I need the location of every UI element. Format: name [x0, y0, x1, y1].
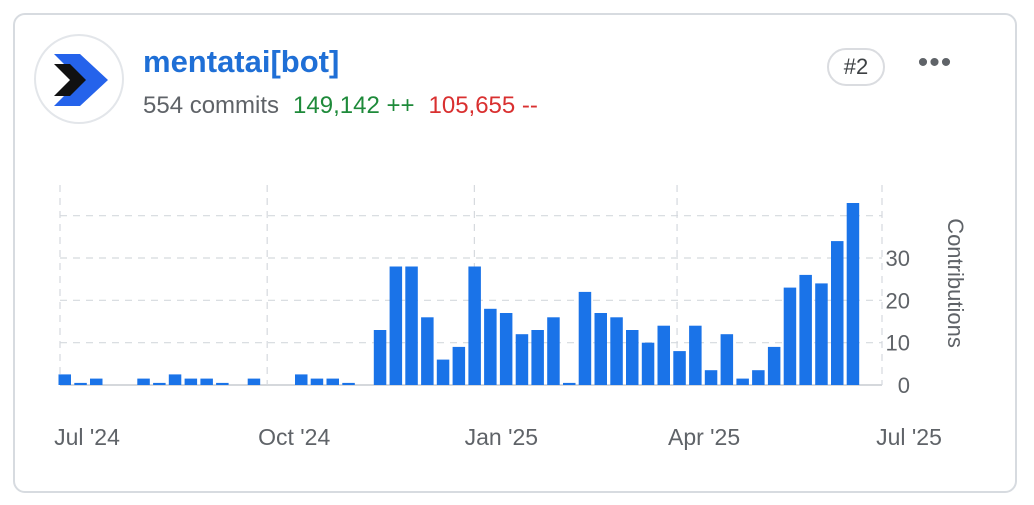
bar-2024-10-20[interactable]: [310, 378, 324, 385]
bar-2024-10-13[interactable]: [295, 374, 308, 385]
bar-2025-05-18[interactable]: [783, 287, 797, 385]
bar-2024-12-08[interactable]: [421, 317, 434, 385]
bar-2025-01-05[interactable]: [484, 308, 497, 385]
x-axis-ticks: Jul '24 Oct '24 Jan '25 Apr '25 Jul '25: [54, 424, 942, 450]
bar-2024-07-07[interactable]: [74, 382, 87, 385]
bar-2025-03-16[interactable]: [641, 342, 655, 385]
bar-2024-08-25[interactable]: [184, 378, 198, 385]
bar-2024-09-08[interactable]: [216, 382, 229, 385]
bar-2024-07-14[interactable]: [90, 378, 103, 385]
mentat-chevron-logo-icon: [54, 54, 108, 106]
bar-2025-04-27[interactable]: [736, 378, 749, 385]
bar-2025-04-06[interactable]: [689, 325, 702, 385]
bar-2024-12-29[interactable]: [468, 266, 481, 386]
bar-2024-06-30[interactable]: [58, 374, 72, 385]
bar-2025-03-02[interactable]: [610, 317, 623, 385]
bar-2024-10-27[interactable]: [326, 378, 340, 385]
bar-2024-09-22[interactable]: [247, 378, 261, 385]
bar-2025-02-02[interactable]: [547, 317, 560, 385]
commit-count[interactable]: 554 commits: [143, 92, 280, 119]
bar-2025-01-26[interactable]: [531, 330, 544, 385]
contributor-stats: 554 commits 149,142 ++ 105,655 --: [143, 92, 538, 120]
bar-2025-06-01[interactable]: [815, 283, 828, 385]
y-tick-label: 20: [886, 288, 910, 313]
x-tick-label: Jan '25: [465, 424, 538, 450]
bar-2025-03-09[interactable]: [626, 330, 639, 385]
bar-2024-08-04[interactable]: [137, 378, 150, 385]
bar-2025-01-19[interactable]: [515, 334, 529, 385]
bar-2024-12-01[interactable]: [405, 266, 418, 386]
avatar[interactable]: [34, 34, 124, 124]
bar-2025-04-20[interactable]: [720, 334, 734, 385]
bar-2025-01-12[interactable]: [499, 313, 513, 385]
bar-2025-06-15[interactable]: [846, 203, 860, 385]
x-tick-label: Oct '24: [258, 424, 330, 450]
rank-badge: #2: [827, 48, 885, 86]
bar-2025-03-23[interactable]: [657, 325, 671, 385]
more-options-button[interactable]: •••: [917, 46, 953, 79]
bar-2024-11-24[interactable]: [389, 266, 403, 386]
y-tick-label: 0: [898, 373, 910, 398]
x-tick-label: Jul '25: [876, 424, 942, 450]
contributor-name-link[interactable]: mentatai[bot]: [143, 44, 340, 79]
bar-2025-02-09[interactable]: [563, 382, 576, 385]
bar-2024-11-03[interactable]: [342, 382, 355, 385]
x-tick-label: Jul '24: [54, 424, 120, 450]
y-tick-label: 30: [886, 246, 910, 271]
bar-2025-05-04[interactable]: [752, 370, 765, 385]
bar-2025-05-11[interactable]: [767, 346, 781, 385]
chart-bars: [58, 203, 860, 386]
bar-2024-12-22[interactable]: [452, 346, 466, 385]
bar-2025-06-08[interactable]: [831, 241, 844, 385]
bar-2025-03-30[interactable]: [673, 351, 686, 385]
bar-2025-04-13[interactable]: [704, 370, 718, 385]
additions-count: 149,142 ++: [293, 92, 415, 119]
bar-2024-11-17[interactable]: [373, 330, 387, 385]
bar-2024-08-18[interactable]: [168, 374, 182, 385]
y-axis-label: Contributions: [943, 218, 968, 348]
y-axis-ticks: 0 10 20 30: [886, 246, 910, 398]
deletions-count: 105,655 --: [428, 92, 538, 119]
bar-2024-08-11[interactable]: [153, 382, 166, 385]
bar-2025-02-23[interactable]: [594, 313, 608, 385]
x-tick-label: Apr '25: [668, 424, 740, 450]
bar-2025-05-25[interactable]: [799, 274, 812, 385]
bar-2024-12-15[interactable]: [436, 359, 450, 385]
bar-2024-09-01[interactable]: [200, 378, 213, 385]
bar-2025-02-16[interactable]: [578, 291, 592, 385]
y-tick-label: 10: [886, 331, 910, 356]
